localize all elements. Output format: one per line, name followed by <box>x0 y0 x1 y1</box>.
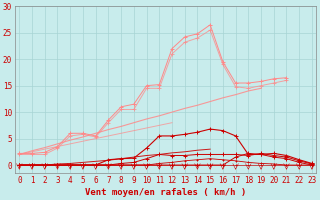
X-axis label: Vent moyen/en rafales ( km/h ): Vent moyen/en rafales ( km/h ) <box>85 188 246 197</box>
